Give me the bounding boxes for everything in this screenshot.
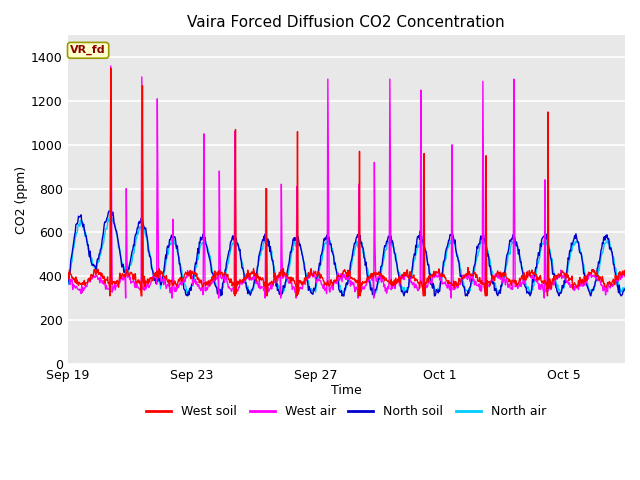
Legend: West soil, West air, North soil, North air: West soil, West air, North soil, North a… [141, 400, 551, 423]
X-axis label: Time: Time [331, 384, 362, 397]
Y-axis label: CO2 (ppm): CO2 (ppm) [15, 166, 28, 234]
Text: VR_fd: VR_fd [70, 45, 106, 56]
Title: Vaira Forced Diffusion CO2 Concentration: Vaira Forced Diffusion CO2 Concentration [188, 15, 505, 30]
